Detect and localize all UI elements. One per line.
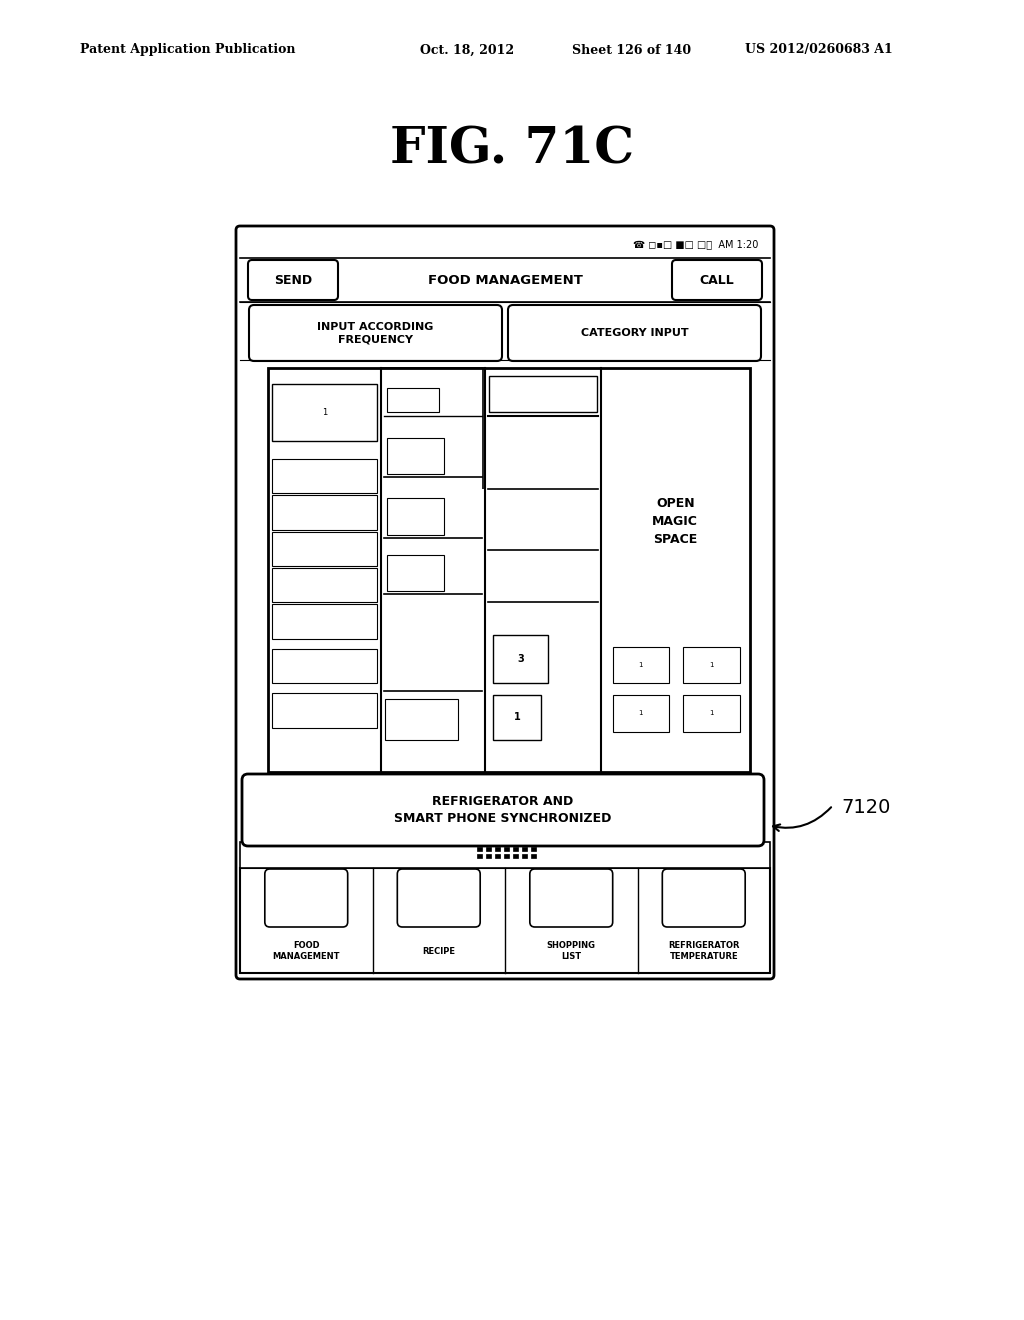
Bar bbox=[240, 842, 770, 869]
FancyBboxPatch shape bbox=[397, 869, 480, 927]
Text: 1: 1 bbox=[709, 661, 714, 668]
Text: FIG. 71C: FIG. 71C bbox=[390, 125, 634, 174]
Bar bbox=[504, 847, 509, 851]
Bar bbox=[493, 696, 542, 739]
Text: RECIPE: RECIPE bbox=[422, 946, 456, 956]
Bar bbox=[522, 854, 527, 858]
Bar bbox=[272, 384, 377, 441]
Bar bbox=[612, 647, 670, 684]
Text: US 2012/0260683 A1: US 2012/0260683 A1 bbox=[745, 44, 893, 57]
FancyArrowPatch shape bbox=[773, 808, 831, 832]
Bar bbox=[385, 700, 458, 739]
Bar bbox=[522, 847, 527, 851]
Bar bbox=[387, 499, 444, 535]
Bar bbox=[272, 568, 377, 602]
FancyBboxPatch shape bbox=[663, 869, 745, 927]
Bar bbox=[387, 554, 444, 591]
Text: SEND: SEND bbox=[274, 273, 312, 286]
FancyBboxPatch shape bbox=[508, 305, 761, 360]
Bar bbox=[493, 635, 549, 684]
Text: Sheet 126 of 140: Sheet 126 of 140 bbox=[572, 44, 691, 57]
Bar bbox=[513, 854, 518, 858]
Text: INPUT ACCORDING
FREQUENCY: INPUT ACCORDING FREQUENCY bbox=[317, 322, 434, 345]
Text: FOOD
MANAGEMENT: FOOD MANAGEMENT bbox=[272, 941, 340, 961]
Bar bbox=[504, 854, 509, 858]
Bar bbox=[683, 696, 739, 731]
Text: OPEN
MAGIC
SPACE: OPEN MAGIC SPACE bbox=[652, 498, 698, 546]
Text: FOOD MANAGEMENT: FOOD MANAGEMENT bbox=[428, 273, 583, 286]
Bar bbox=[513, 847, 518, 851]
Text: REFRIGERATOR
TEMPERATURE: REFRIGERATOR TEMPERATURE bbox=[668, 941, 739, 961]
Bar bbox=[531, 854, 536, 858]
Text: 1: 1 bbox=[514, 713, 520, 722]
Text: 1: 1 bbox=[322, 408, 328, 417]
Bar bbox=[272, 648, 377, 684]
Bar bbox=[486, 854, 490, 858]
Text: ☎ ◻▪□ ■□ □⏰  AM 1:20: ☎ ◻▪□ ■□ □⏰ AM 1:20 bbox=[633, 239, 758, 249]
Bar bbox=[272, 532, 377, 566]
FancyBboxPatch shape bbox=[248, 260, 338, 300]
FancyBboxPatch shape bbox=[242, 774, 764, 846]
Bar bbox=[477, 847, 482, 851]
Bar bbox=[486, 847, 490, 851]
Bar bbox=[272, 605, 377, 639]
Bar bbox=[495, 847, 500, 851]
Bar bbox=[272, 495, 377, 529]
Bar bbox=[488, 376, 597, 412]
Bar bbox=[683, 647, 739, 684]
Text: Patent Application Publication: Patent Application Publication bbox=[80, 44, 296, 57]
FancyBboxPatch shape bbox=[249, 305, 502, 360]
Text: CALL: CALL bbox=[699, 273, 734, 286]
FancyBboxPatch shape bbox=[529, 869, 612, 927]
Bar bbox=[272, 693, 377, 727]
Text: 3: 3 bbox=[517, 653, 524, 664]
Text: 1: 1 bbox=[639, 710, 643, 717]
Text: REFRIGERATOR AND
SMART PHONE SYNCHRONIZED: REFRIGERATOR AND SMART PHONE SYNCHRONIZE… bbox=[394, 795, 611, 825]
FancyBboxPatch shape bbox=[672, 260, 762, 300]
Bar bbox=[612, 696, 670, 731]
Bar bbox=[495, 854, 500, 858]
Bar bbox=[240, 869, 770, 973]
Bar bbox=[531, 847, 536, 851]
Text: Oct. 18, 2012: Oct. 18, 2012 bbox=[420, 44, 514, 57]
Text: 1: 1 bbox=[639, 661, 643, 668]
Text: SHOPPING
LIST: SHOPPING LIST bbox=[547, 941, 596, 961]
FancyBboxPatch shape bbox=[265, 869, 348, 927]
Text: 1: 1 bbox=[709, 710, 714, 717]
Bar bbox=[477, 854, 482, 858]
FancyBboxPatch shape bbox=[236, 226, 774, 979]
Bar bbox=[387, 388, 439, 412]
Text: 7120: 7120 bbox=[841, 797, 891, 817]
Bar bbox=[387, 438, 444, 474]
Bar bbox=[272, 459, 377, 494]
Bar bbox=[268, 368, 750, 772]
Text: CATEGORY INPUT: CATEGORY INPUT bbox=[581, 327, 688, 338]
